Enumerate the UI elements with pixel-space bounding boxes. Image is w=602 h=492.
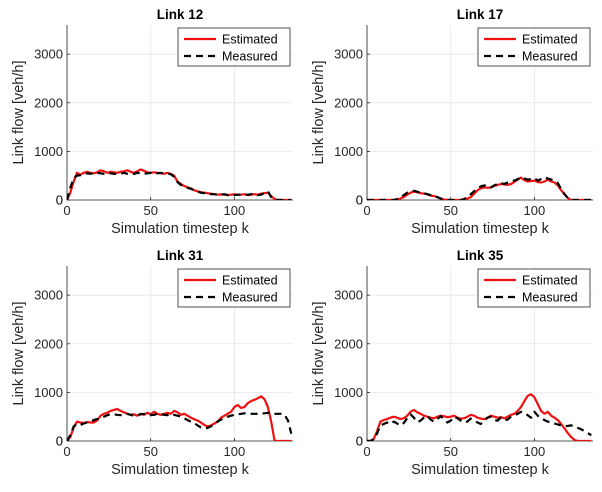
y-tick-label: 1000: [334, 144, 363, 159]
x-tick-label: 0: [63, 444, 70, 459]
series-measured-line: [367, 410, 592, 441]
subplot-title: Link 35: [457, 248, 504, 263]
x-tick-label: 50: [143, 203, 157, 218]
y-tick-label: 1000: [334, 385, 363, 400]
legend-label-estimated: Estimated: [522, 274, 578, 288]
series-estimated-line: [367, 393, 592, 441]
legend-box: [177, 27, 291, 67]
y-axis-label: Link flow [veh/h]: [311, 61, 327, 165]
subplot-title: Link 17: [457, 7, 504, 22]
x-tick-label: 100: [224, 203, 246, 218]
x-tick-label: 50: [443, 444, 457, 459]
x-tick-label: 100: [224, 444, 246, 459]
legend: Estimated Measured: [177, 268, 291, 308]
y-tick-label-zero: 0: [56, 193, 63, 208]
x-tick-label: 50: [443, 203, 457, 218]
y-tick-label: 3000: [334, 288, 363, 303]
x-tick-label: 100: [524, 203, 546, 218]
y-tick-label: 2000: [334, 95, 363, 110]
legend-label-estimated: Estimated: [222, 33, 278, 47]
x-axis-label: Simulation timestep k: [111, 221, 250, 237]
legend-label-estimated: Estimated: [222, 274, 278, 288]
series-measured-line: [67, 411, 293, 441]
legend: Estimated Measured: [477, 268, 591, 308]
x-axis-label: Simulation timestep k: [411, 221, 550, 237]
y-tick-label-zero: 0: [56, 434, 63, 449]
subplot-title: Link 12: [157, 7, 204, 22]
y-tick-label: 2000: [34, 95, 63, 110]
legend-box: [177, 268, 291, 308]
legend-box: [477, 27, 591, 67]
legend-box: [477, 268, 591, 308]
series-estimated-line: [367, 176, 592, 200]
legend-label-measured: Measured: [522, 291, 578, 305]
legend-label-measured: Measured: [222, 50, 278, 64]
x-tick-label: 50: [143, 444, 157, 459]
x-tick-label: 100: [524, 444, 546, 459]
y-axis-label: Link flow [veh/h]: [11, 302, 27, 406]
y-axis-label: Link flow [veh/h]: [311, 302, 327, 406]
y-tick-label: 2000: [334, 336, 363, 351]
y-tick-label: 0: [56, 193, 63, 208]
x-tick-label: 0: [363, 444, 370, 459]
y-tick-label: 0: [56, 434, 63, 449]
y-tick-label: 1000: [34, 144, 63, 159]
y-tick-label: 0: [356, 434, 363, 449]
series-estimated-line: [67, 395, 292, 441]
y-tick-label: 0: [356, 193, 363, 208]
subplot-title: Link 31: [157, 248, 204, 263]
y-tick-label: 3000: [34, 288, 63, 303]
x-tick-label: 0: [63, 203, 70, 218]
series-measured-line: [67, 171, 292, 200]
legend-label-measured: Measured: [222, 291, 278, 305]
y-tick-label-zero: 0: [356, 193, 363, 208]
y-tick-label: 3000: [334, 47, 363, 62]
series-measured-line: [367, 176, 592, 200]
y-tick-label-zero: 0: [356, 434, 363, 449]
legend-label-measured: Measured: [522, 50, 578, 64]
y-tick-label: 1000: [34, 385, 63, 400]
y-tick-label: 3000: [34, 47, 63, 62]
y-tick-label: 2000: [34, 336, 63, 351]
x-axis-label: Simulation timestep k: [411, 462, 550, 478]
y-axis-label: Link flow [veh/h]: [11, 61, 27, 165]
legend: Estimated Measured: [477, 27, 591, 67]
legend: Estimated Measured: [177, 27, 291, 67]
legend-label-estimated: Estimated: [522, 33, 578, 47]
x-tick-label: 0: [363, 203, 370, 218]
x-axis-label: Simulation timestep k: [111, 462, 250, 478]
